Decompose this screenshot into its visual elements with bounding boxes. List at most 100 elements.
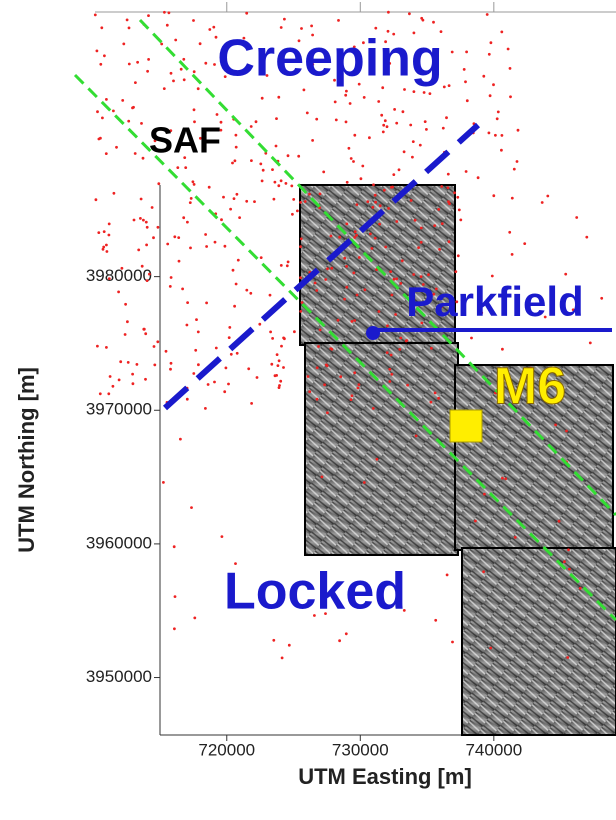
event-dot [374, 237, 377, 240]
event-dot [127, 361, 130, 364]
event-dot [361, 165, 364, 168]
event-dot [292, 198, 295, 201]
event-dot [489, 647, 492, 650]
event-dot [279, 380, 282, 383]
event-dot [124, 333, 127, 336]
event-dot [443, 86, 446, 89]
event-dot [238, 216, 241, 219]
event-dot [386, 125, 389, 128]
event-dot [589, 342, 592, 345]
event-dot [354, 230, 357, 233]
event-dot [228, 326, 231, 329]
event-dot [182, 216, 185, 219]
event-dot [109, 375, 112, 378]
event-dot [351, 394, 354, 397]
event-dot [380, 114, 383, 117]
event-dot [227, 383, 230, 386]
event-dot [232, 269, 235, 272]
event-dot [236, 352, 239, 355]
event-dot [296, 210, 299, 213]
event-dot [212, 26, 215, 29]
event-dot [575, 216, 578, 219]
event-dot [282, 366, 285, 369]
event-dot [258, 323, 261, 326]
event-dot [133, 219, 136, 222]
event-dot [390, 373, 393, 376]
event-dot [273, 198, 276, 201]
event-dot [291, 213, 294, 216]
event-dot [500, 149, 503, 152]
event-dot [413, 90, 416, 93]
event-dot [197, 87, 200, 90]
event-dot [214, 241, 217, 244]
event-dot [430, 347, 433, 350]
event-dot [146, 226, 149, 229]
event-dot [501, 134, 504, 137]
event-dot [423, 91, 426, 94]
event-dot [192, 180, 195, 183]
event-dot [317, 345, 320, 348]
event-dot [192, 372, 195, 375]
event-dot [389, 270, 392, 273]
event-dot [105, 244, 108, 247]
event-dot [463, 68, 466, 71]
event-dot [152, 236, 155, 239]
event-dot [314, 282, 317, 285]
relief-panel [305, 343, 458, 555]
x-axis-label: UTM Easting [m] [298, 764, 472, 789]
event-dot [182, 58, 185, 61]
event-dot [322, 171, 325, 174]
event-dot [377, 100, 380, 103]
event-dot [249, 292, 252, 295]
event-dot [166, 24, 169, 27]
event-dot [420, 241, 423, 244]
event-dot [174, 39, 177, 42]
x-tick-label: 740000 [465, 740, 522, 759]
event-dot [162, 481, 165, 484]
event-dot [405, 339, 408, 342]
event-dot [142, 219, 145, 222]
event-dot [371, 206, 374, 209]
event-dot [334, 101, 337, 104]
event-dot [345, 90, 348, 93]
event-dot [424, 120, 427, 123]
event-dot [255, 120, 258, 123]
event-dot [492, 194, 495, 197]
event-dot [208, 28, 211, 31]
event-dot [190, 506, 193, 509]
event-dot [136, 61, 139, 64]
event-dot [112, 110, 115, 113]
event-dot [204, 233, 207, 236]
x-tick-label: 730000 [332, 740, 389, 759]
event-dot [96, 50, 99, 53]
event-dot [345, 286, 348, 289]
event-dot [457, 254, 460, 257]
event-dot [466, 99, 469, 102]
event-dot [197, 363, 200, 366]
event-dot [193, 70, 196, 73]
event-dot [392, 173, 395, 176]
event-dot [356, 203, 359, 206]
event-dot [269, 294, 272, 297]
event-dot [274, 374, 277, 377]
event-dot [173, 545, 176, 548]
event-dot [567, 548, 570, 551]
event-dot [393, 108, 396, 111]
label-locked: Locked [224, 563, 406, 621]
event-dot [173, 235, 176, 238]
event-dot [447, 173, 450, 176]
event-dot [225, 367, 228, 370]
event-dot [412, 140, 415, 143]
event-dot [290, 185, 293, 188]
event-dot [269, 331, 272, 334]
label-creeping: Creeping [217, 30, 442, 88]
event-dot [262, 169, 265, 172]
event-dot [311, 139, 314, 142]
event-dot [237, 259, 240, 262]
event-dot [387, 11, 390, 14]
event-dot [456, 196, 459, 199]
event-dot [500, 31, 503, 34]
event-dot [146, 279, 149, 282]
event-dot [95, 198, 98, 201]
event-dot [451, 641, 454, 644]
